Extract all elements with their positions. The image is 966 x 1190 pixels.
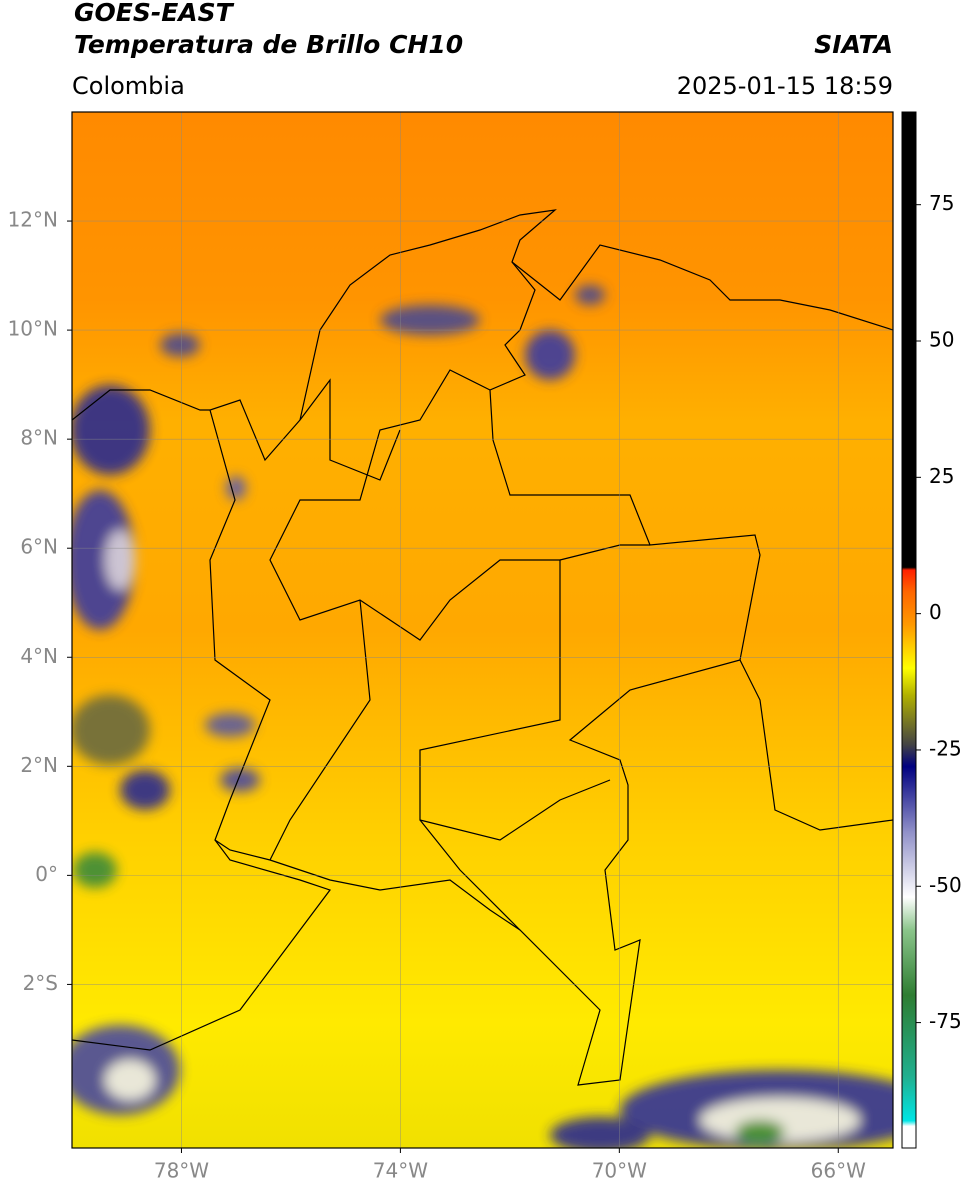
y-tick-label: 8°N — [20, 426, 58, 450]
colorbar-tick-label: -75 — [929, 1009, 962, 1033]
source: SIATA — [814, 30, 893, 59]
colorbar-tick-label: -25 — [929, 736, 962, 760]
satellite-image — [72, 112, 893, 1148]
y-tick-label: 4°N — [20, 644, 58, 668]
title: Temperatura de Brillo CH10 — [74, 30, 463, 59]
y-tick-label: 2°S — [23, 971, 58, 995]
datetime: 2025-01-15 18:59 — [677, 72, 893, 100]
x-tick-label: 74°W — [373, 1159, 428, 1183]
colorbar-tick-label: 50 — [929, 328, 954, 352]
colorbar-tick-label: 0 — [929, 600, 942, 624]
region: Colombia — [72, 72, 185, 100]
x-tick-label: 66°W — [811, 1159, 866, 1183]
y-tick-label: 12°N — [8, 208, 58, 232]
y-tick-label: 6°N — [20, 535, 58, 559]
x-tick-label: 70°W — [592, 1159, 647, 1183]
map-frame — [71, 111, 894, 1149]
y-tick-label: 10°N — [8, 317, 58, 341]
grid — [72, 112, 893, 1148]
colorbar-tick-label: 75 — [929, 191, 954, 215]
colorbar — [901, 111, 917, 1149]
x-tick-label: 78°W — [154, 1159, 209, 1183]
colorbar-tick-label: -50 — [929, 873, 962, 897]
y-tick-label: 2°N — [20, 753, 58, 777]
title: GOES-EAST — [74, 0, 235, 27]
y-tick-label: 0° — [35, 862, 58, 886]
colorbar-tick-label: 25 — [929, 464, 954, 488]
